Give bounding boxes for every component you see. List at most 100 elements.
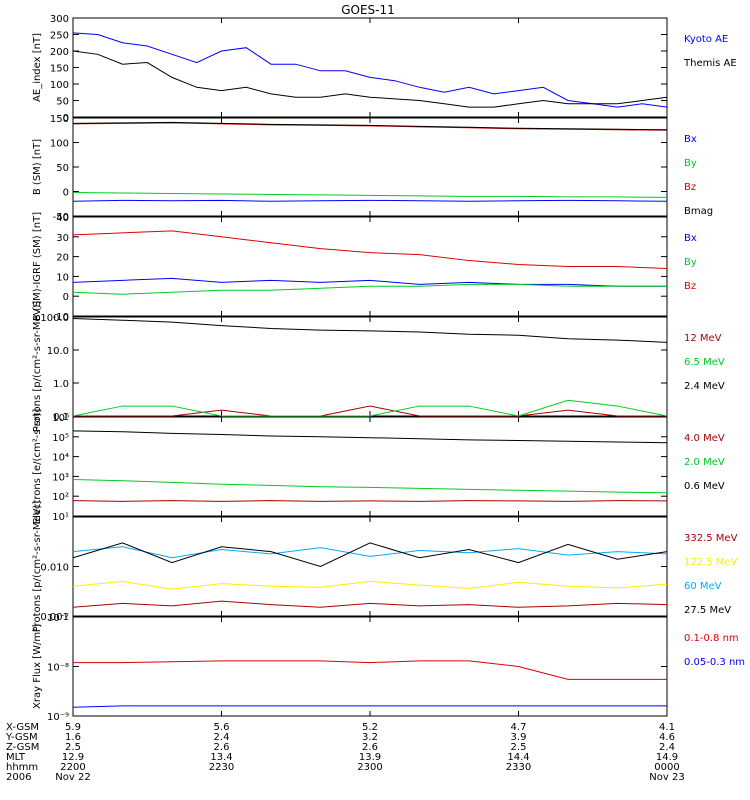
orbit-row-label: MLT [6,752,26,763]
y-axis-label: B (SM) [nT] [32,139,43,195]
orbit-cell: 5.2 [362,722,378,733]
orbit-cell: 2.4 [659,742,675,753]
legend-entry: 4.0 MeV [684,433,725,444]
series-line-3 [72,230,668,269]
y-tick-label: 40 [56,213,69,224]
orbit-cell: 3.2 [362,732,378,743]
y-tick-label: 30 [56,233,69,244]
series-line-1 [72,199,668,202]
legend-entry: Bx [684,233,697,244]
panel-3: -10 0 10 20 30 40 B (SM)-IGRF (SM) [nT] Bx By Bz [32,212,697,323]
y-tick-label: 0 [63,292,69,303]
y-tick-label: 10⁻⁸ [47,663,69,674]
panel-2: -50 0 50 100 150 B (SM) [nT] Bx By Bz Bmag [32,114,713,223]
orbit-cell: 14.4 [507,752,529,763]
orbit-cell: 12.9 [62,752,84,763]
orbit-cell: 5.6 [214,722,230,733]
y-tick-label: 10 [56,272,69,283]
orbit-cell: 5.9 [65,722,81,733]
legend-entry: By [684,257,697,268]
y-axis-label: Protons [p/(cm²-s-sr-MeV)] [32,301,43,433]
series-line-1 [73,660,667,680]
orbit-cell: Nov 22 [55,772,90,783]
series-line-1 [72,500,668,502]
y-tick-label: 10⁴ [52,453,69,464]
y-tick-label: 10⁵ [52,433,69,444]
y-tick-label: 1.0 [53,379,69,390]
orbit-cell: 3.9 [511,732,527,743]
y-axis-label: Electrons [e/(cm²-s-sr)] [32,409,43,525]
y-tick-label: 10⁻⁷ [47,613,69,624]
y-tick-label: 100 [50,80,69,91]
series-line-3 [72,430,668,444]
series-line-3 [72,318,668,343]
y-axis-label: AE_index [nT] [32,33,43,102]
orbit-cell: 1.6 [65,732,81,743]
panel-1: 0 50 100 150 200 250 300 AE_index [nT] Kyoto AE T… [32,14,737,124]
legend-entry: 2.4 MeV [684,381,725,392]
orbit-cell: 13.9 [359,752,381,763]
orbit-cell: 2.4 [214,732,230,743]
series-line-2 [72,399,668,417]
y-tick-label: 50 [56,97,69,108]
series-line-2 [72,50,668,108]
legend-entry: 0.1-0.8 nm [684,633,739,644]
y-tick-label: 10⁶ [52,413,69,424]
orbit-row-label: Z-GSM [6,742,39,753]
y-tick-label: 10¹ [52,512,69,523]
orbit-row-label: Y-GSM [5,732,38,743]
y-tick-label: 50 [56,163,69,174]
series-line-1 [72,277,667,287]
orbit-cell: 4.7 [511,722,527,733]
orbit-cell: 0000 [654,762,679,773]
orbit-cell: 2200 [60,762,85,773]
legend-entry: Kyoto AE [684,34,728,45]
orbit-cell: 13.4 [210,752,232,763]
y-tick-label: 300 [50,14,69,25]
panel-frame [72,516,668,617]
y-tick-label: -10 [53,312,69,323]
orbit-row-label: hhmm [6,762,38,773]
panel-frame [72,616,668,717]
panel-frame [72,117,668,217]
y-tick-label: 20 [56,253,69,264]
legend-entry: Bz [684,182,696,193]
orbit-row-label: 2006 [6,772,31,783]
orbit-cell: 2.5 [65,742,81,753]
legend-entry: 0.6 MeV [684,481,725,492]
orbit-cell: 2.6 [214,742,230,753]
y-tick-label: 10.0 [47,346,69,357]
legend-entry: 60 MeV [684,581,722,592]
legend-entry: Bx [684,134,697,145]
series-line-2 [72,580,668,590]
orbit-cell: 4.6 [659,732,675,743]
legend-entry: 27.5 MeV [684,605,731,616]
y-tick-label: 0.001 [40,612,69,623]
series-line-2 [72,191,668,198]
series-line-2 [72,478,668,494]
panel-5: 10¹ 10² 10³ 10⁴ 10⁵ 10⁶ Electrons [e/(cm²-s-sr… [32,409,725,525]
legend-entry: By [684,158,697,169]
y-tick-label: 10⁻⁹ [47,712,69,723]
y-tick-label: 100 [50,139,69,150]
legend-entry: Themis AE [683,58,737,69]
legend-entry: 122.5 MeV [684,557,738,568]
y-tick-label: 100.0 [40,313,69,324]
legend-entry: 12 MeV [684,333,722,344]
legend-entry: 332.5 MeV [684,533,738,544]
series-line-1 [72,32,668,108]
y-tick-label: 10² [52,492,69,503]
orbit-cell: 2330 [506,762,531,773]
orbit-cell: 2.5 [511,742,527,753]
orbit-cell: 2230 [209,762,234,773]
series-line-3 [72,546,668,559]
y-tick-label: 200 [50,47,69,58]
series-line-1 [72,600,668,608]
y-tick-label: 250 [50,31,69,42]
legend-entry: Bz [684,281,696,292]
orbit-cell: 4.1 [659,722,675,733]
orbit-cell: 2.6 [362,742,378,753]
